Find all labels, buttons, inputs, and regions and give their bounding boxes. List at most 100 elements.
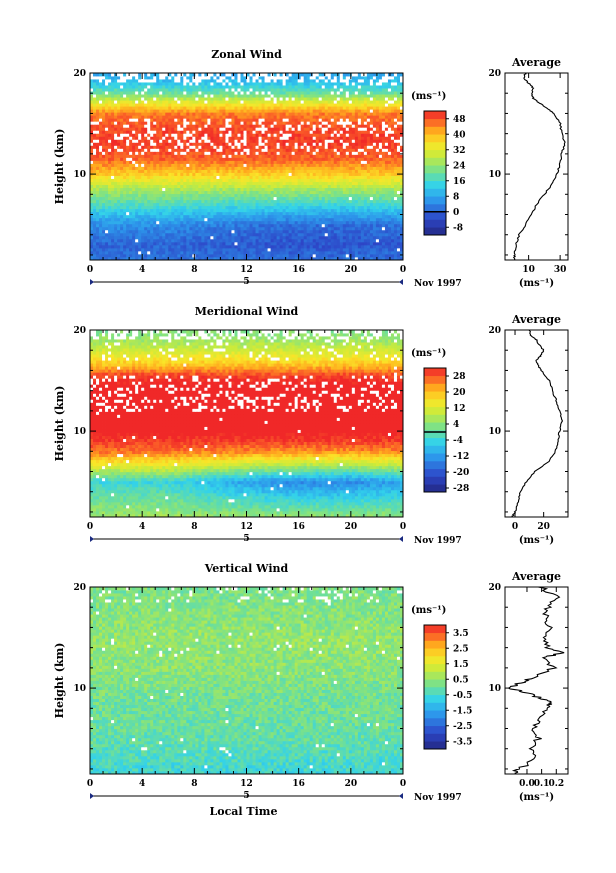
heatmap-cell: [156, 184, 160, 189]
heatmap-cell: [138, 118, 142, 122]
heatmap-cell: [333, 217, 338, 222]
heatmap-cell: [138, 169, 142, 173]
heatmap-cell: [255, 175, 259, 179]
heatmap-cell: [321, 169, 326, 173]
heatmap-cell: [102, 160, 106, 164]
heatmap-cell: [120, 163, 124, 167]
heatmap-cell: [261, 154, 265, 158]
heatmap-cell: [255, 205, 259, 210]
heatmap-cell: [321, 250, 326, 255]
heatmap-cell: [303, 163, 308, 167]
heatmap-cell: [390, 184, 395, 189]
heatmap-cell: [243, 118, 247, 122]
heatmap-cell: [114, 145, 118, 149]
heatmap-cell: [387, 187, 392, 192]
heatmap-cell: [354, 163, 359, 167]
heatmap-cell: [327, 163, 332, 167]
heatmap-cell: [186, 214, 190, 219]
heatmap-cell: [291, 160, 296, 164]
heatmap-cell: [321, 199, 326, 204]
heatmap-cell: [249, 166, 253, 170]
heatmap-cell: [192, 187, 196, 192]
heatmap-cell: [396, 217, 401, 222]
heatmap-cell: [174, 220, 178, 225]
heatmap-cell: [384, 115, 389, 119]
heatmap-cell: [270, 130, 274, 134]
heatmap-cell: [186, 247, 190, 252]
heatmap-cell: [381, 223, 386, 228]
heatmap-cell: [96, 163, 100, 167]
heatmap-cell: [375, 181, 380, 185]
heatmap-cell: [111, 256, 115, 261]
heatmap-cell: [222, 130, 226, 134]
heatmap-cell: [108, 229, 112, 234]
heatmap-cell: [384, 247, 389, 252]
heatmap-cell: [291, 184, 296, 189]
heatmap-cell: [90, 130, 94, 134]
heatmap-cell: [315, 211, 320, 216]
heatmap-cell: [237, 253, 241, 258]
heatmap-cell: [105, 199, 109, 204]
heatmap-cell: [255, 142, 259, 146]
heatmap-cell: [366, 214, 371, 219]
heatmap-cell: [267, 124, 271, 128]
heatmap-cell: [393, 178, 398, 182]
heatmap-cell: [234, 208, 238, 213]
heatmap-cell: [123, 217, 127, 222]
heatmap-cell: [243, 220, 247, 225]
heatmap-cell: [234, 193, 238, 198]
heatmap-cell: [276, 256, 281, 261]
heatmap-cell: [90, 235, 94, 240]
heatmap-cell: [342, 229, 347, 234]
heatmap-cell: [273, 235, 277, 240]
heatmap-cell: [267, 193, 271, 198]
heatmap-cell: [132, 133, 136, 137]
heatmap-cell: [195, 241, 199, 246]
heatmap-cell: [114, 193, 118, 198]
heatmap-cell: [231, 220, 235, 225]
heatmap-cell: [348, 145, 353, 149]
heatmap-cell: [378, 244, 383, 249]
heatmap-cell: [273, 145, 277, 149]
heatmap-cell: [324, 247, 329, 252]
heatmap-cell: [303, 172, 308, 176]
heatmap-cell: [306, 229, 311, 234]
heatmap-cell: [315, 160, 320, 164]
heatmap-cell: [204, 232, 208, 237]
heatmap-cell: [390, 199, 395, 204]
heatmap-cell: [105, 250, 109, 255]
heatmap-cell: [279, 139, 284, 143]
heatmap-cell: [198, 196, 202, 201]
heatmap-cell: [270, 172, 274, 176]
heatmap-cell: [303, 223, 308, 228]
heatmap-cell: [351, 238, 356, 243]
heatmap-cell: [354, 145, 359, 149]
heatmap-cell: [207, 250, 211, 255]
heatmap-cell: [225, 121, 229, 125]
heatmap-cell: [225, 181, 229, 185]
heatmap-cell: [363, 256, 368, 261]
heatmap-cell: [177, 139, 181, 143]
heatmap-cell: [366, 220, 371, 225]
heatmap-cell: [354, 190, 359, 195]
heatmap-cell: [399, 220, 404, 225]
heatmap-cell: [198, 178, 202, 182]
heatmap-cell: [207, 202, 211, 207]
heatmap-cell: [225, 193, 229, 198]
heatmap-cell: [258, 154, 262, 158]
heatmap-cell: [102, 175, 106, 179]
heatmap-cell: [105, 235, 109, 240]
heatmap-cell: [111, 136, 115, 140]
heatmap-cell: [303, 235, 308, 240]
heatmap-cell: [186, 256, 190, 261]
heatmap-cell: [375, 256, 380, 261]
heatmap-cell: [288, 181, 293, 185]
heatmap-cell: [225, 211, 229, 216]
heatmap-cell: [312, 226, 317, 231]
heatmap-cell: [156, 178, 160, 182]
heatmap-cell: [93, 169, 97, 173]
heatmap-cell: [387, 250, 392, 255]
heatmap-cell: [285, 151, 290, 155]
heatmap-cell: [198, 121, 202, 125]
heatmap-cell: [342, 211, 347, 216]
